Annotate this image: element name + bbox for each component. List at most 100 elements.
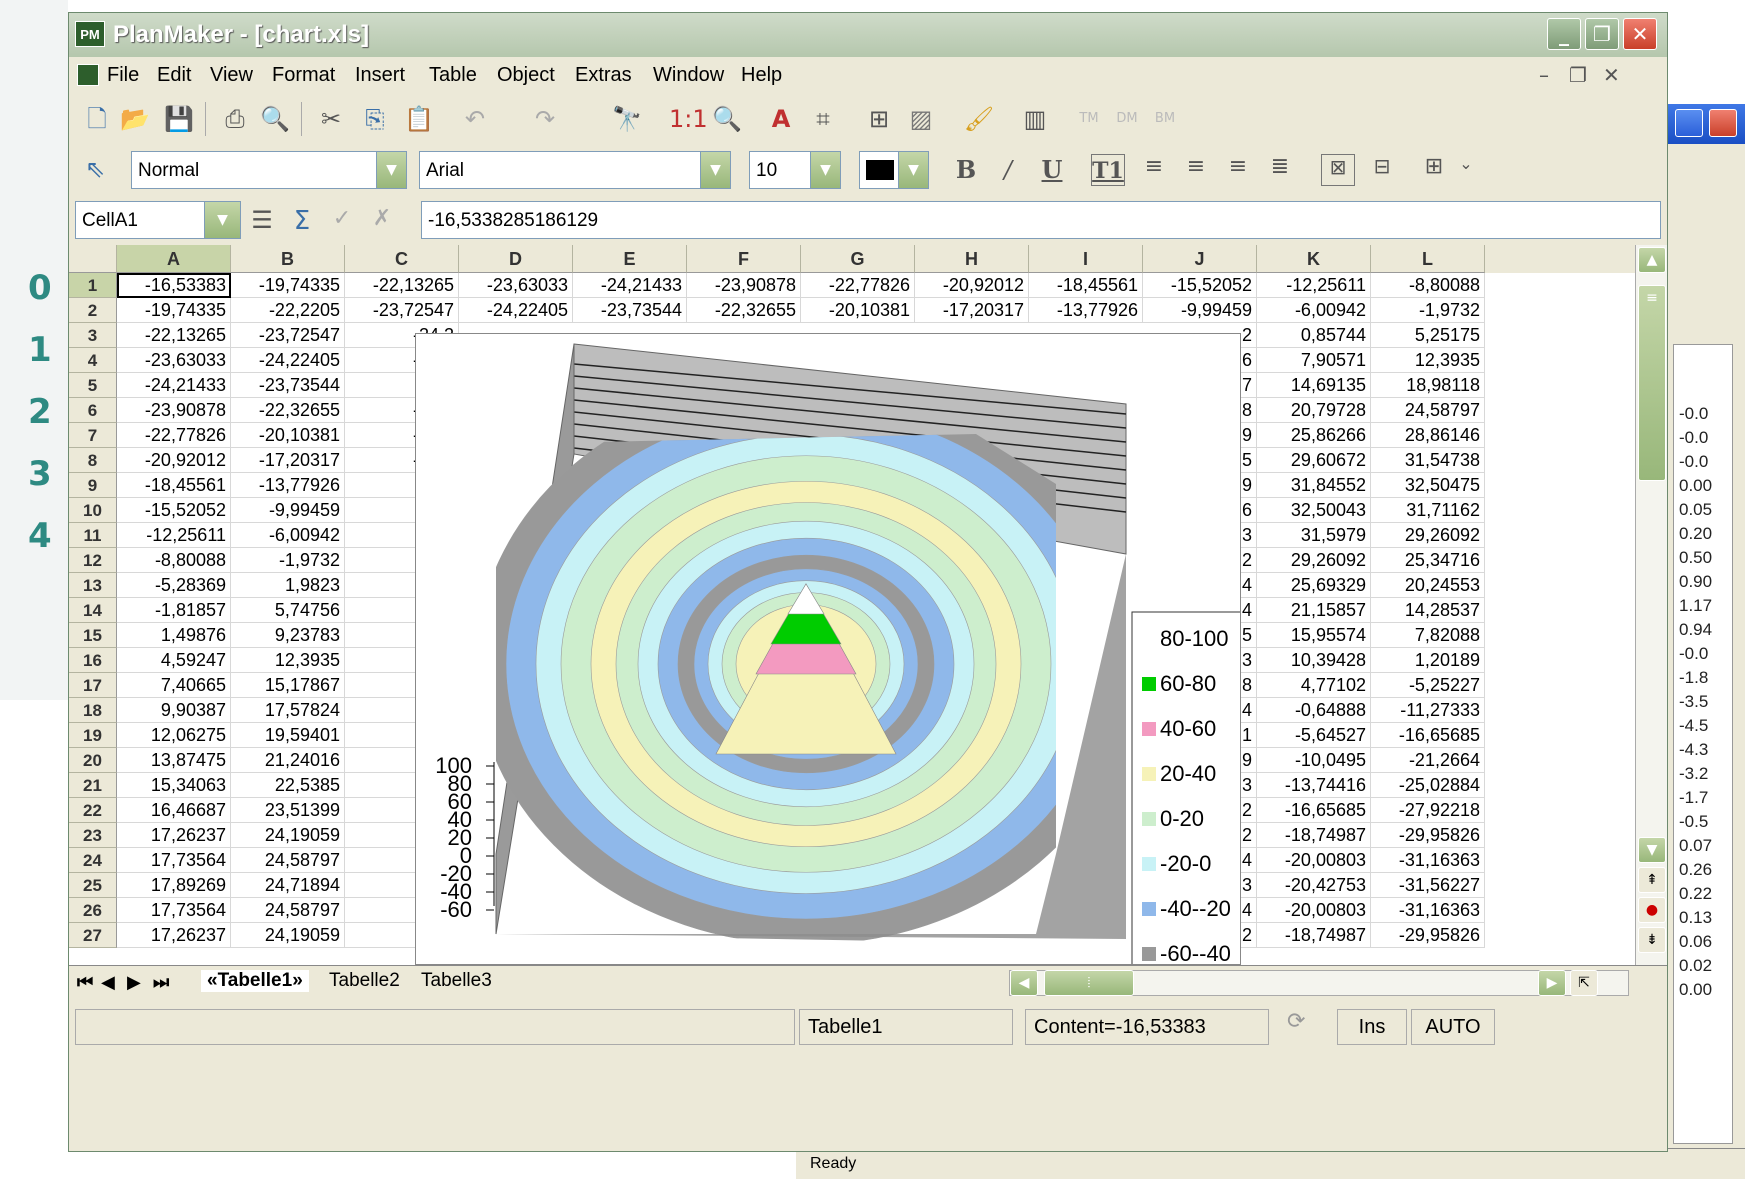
- align-left-icon[interactable]: ≡: [1144, 154, 1164, 179]
- cell[interactable]: 4,77102: [1257, 673, 1371, 698]
- cell[interactable]: 1,20189: [1371, 648, 1485, 673]
- cell[interactable]: -22,77826: [117, 423, 231, 448]
- chevron-down-icon[interactable]: ▼: [204, 202, 240, 238]
- tab-tabelle2[interactable]: Tabelle2: [329, 970, 400, 991]
- cell[interactable]: -24,21433: [573, 273, 687, 298]
- surface-chart[interactable]: 100 80 60 40 20 0 -20 -40 -60 80-100 60-80 40-60 20…: [415, 333, 1241, 965]
- column-header-c[interactable]: C: [345, 245, 459, 273]
- cell[interactable]: -9,99459: [1143, 298, 1257, 323]
- new-file-icon[interactable]: 🗋: [87, 105, 107, 133]
- chevron-down-icon[interactable]: ▼: [700, 152, 730, 188]
- grid-icon[interactable]: ⊞: [868, 105, 890, 133]
- cell[interactable]: 14,28537: [1371, 598, 1485, 623]
- tab-tabelle1[interactable]: «Tabelle1»: [201, 970, 309, 992]
- bold-icon[interactable]: B: [955, 155, 977, 184]
- cell[interactable]: 22,5385: [231, 773, 345, 798]
- cell[interactable]: -23,90878: [117, 398, 231, 423]
- cell[interactable]: -20,10381: [801, 298, 915, 323]
- cell[interactable]: -31,16363: [1371, 848, 1485, 873]
- cell[interactable]: -13,77926: [1029, 298, 1143, 323]
- cell[interactable]: -23,63033: [459, 273, 573, 298]
- save-icon[interactable]: 💾: [164, 105, 194, 133]
- cell[interactable]: 21,24016: [231, 748, 345, 773]
- cell[interactable]: 13,87475: [117, 748, 231, 773]
- italic-icon[interactable]: /: [1003, 156, 1013, 184]
- cell[interactable]: -18,45561: [117, 473, 231, 498]
- menu-extras[interactable]: Extras: [575, 64, 632, 86]
- row-header-8[interactable]: 8: [69, 448, 117, 473]
- cell[interactable]: 14,69135: [1257, 373, 1371, 398]
- cell[interactable]: 12,06275: [117, 723, 231, 748]
- cell[interactable]: -5,64527: [1257, 723, 1371, 748]
- row-header-20[interactable]: 20: [69, 748, 117, 773]
- cell[interactable]: 1,49876: [117, 623, 231, 648]
- cell[interactable]: -13,74416: [1257, 773, 1371, 798]
- column-header-a[interactable]: A: [117, 245, 231, 273]
- cell[interactable]: 12,3935: [1371, 348, 1485, 373]
- cell[interactable]: 31,5979: [1257, 523, 1371, 548]
- row-header-9[interactable]: 9: [69, 473, 117, 498]
- underline-icon[interactable]: U: [1041, 155, 1063, 184]
- cell[interactable]: -31,56227: [1371, 873, 1485, 898]
- cell[interactable]: -16,53383: [117, 273, 231, 298]
- cell[interactable]: 15,34063: [117, 773, 231, 798]
- horizontal-scrollbar[interactable]: ◀ ⦙ ▶ ⇱: [1009, 970, 1629, 996]
- superscript-icon[interactable]: T1: [1091, 154, 1125, 186]
- cell[interactable]: 10,39428: [1257, 648, 1371, 673]
- cell[interactable]: -23,72547: [345, 298, 459, 323]
- copy-icon[interactable]: ⎘: [365, 105, 385, 133]
- cell[interactable]: 5,25175: [1371, 323, 1485, 348]
- print-preview-icon[interactable]: 🔍: [260, 105, 290, 133]
- menu-edit[interactable]: Edit: [157, 64, 192, 86]
- cell[interactable]: 24,19059: [231, 923, 345, 948]
- cell[interactable]: 12,3935: [231, 648, 345, 673]
- cell[interactable]: -22,77826: [801, 273, 915, 298]
- doc-close-icon[interactable]: ✕: [1603, 63, 1620, 87]
- zoom-icon[interactable]: 🔍: [712, 105, 742, 133]
- cell[interactable]: -23,63033: [117, 348, 231, 373]
- row-header-6[interactable]: 6: [69, 398, 117, 423]
- cell[interactable]: 32,50043: [1257, 498, 1371, 523]
- column-header-k[interactable]: K: [1257, 245, 1371, 273]
- cell[interactable]: -23,73544: [231, 373, 345, 398]
- cell[interactable]: 25,69329: [1257, 573, 1371, 598]
- column-header-l[interactable]: L: [1371, 245, 1485, 273]
- row-header-7[interactable]: 7: [69, 423, 117, 448]
- cell[interactable]: 28,86146: [1371, 423, 1485, 448]
- align-right-icon[interactable]: ≡: [1228, 154, 1248, 179]
- crop-icon[interactable]: ⌗: [816, 105, 830, 133]
- row-header-24[interactable]: 24: [69, 848, 117, 873]
- column-header-f[interactable]: F: [687, 245, 801, 273]
- cell[interactable]: -24,22405: [459, 298, 573, 323]
- cell[interactable]: -1,81857: [117, 598, 231, 623]
- cell[interactable]: -22,32655: [687, 298, 801, 323]
- menu-file[interactable]: File: [107, 64, 140, 86]
- merge-cells-icon[interactable]: ⊠: [1321, 154, 1355, 186]
- cell[interactable]: 7,90571: [1257, 348, 1371, 373]
- cell[interactable]: 17,26237: [117, 923, 231, 948]
- last-sheet-icon[interactable]: ⏭: [153, 972, 170, 993]
- cell[interactable]: -25,02884: [1371, 773, 1485, 798]
- cell[interactable]: -19,74335: [117, 298, 231, 323]
- cell[interactable]: -0,64888: [1257, 698, 1371, 723]
- redo-icon[interactable]: ↷: [534, 105, 556, 133]
- cell[interactable]: 17,57824: [231, 698, 345, 723]
- prev-sheet-icon[interactable]: ◀: [101, 972, 115, 993]
- scroll-thumb[interactable]: ≡: [1638, 285, 1666, 481]
- cell[interactable]: -1,9732: [231, 548, 345, 573]
- cell[interactable]: -22,2205: [231, 298, 345, 323]
- cell[interactable]: -24,22405: [231, 348, 345, 373]
- row-header-17[interactable]: 17: [69, 673, 117, 698]
- cell[interactable]: 17,73564: [117, 898, 231, 923]
- borders-icon[interactable]: ⊞: [1424, 154, 1444, 179]
- shading-icon[interactable]: ▨: [909, 105, 933, 133]
- status-ins[interactable]: Ins: [1337, 1009, 1407, 1045]
- bm-icon[interactable]: BM: [1154, 111, 1176, 126]
- accept-formula-icon[interactable]: ✓: [332, 206, 352, 231]
- menu-window[interactable]: Window: [653, 64, 725, 86]
- align-center-icon[interactable]: ≡: [1186, 154, 1206, 179]
- borders-dropdown-icon[interactable]: ⌄: [1459, 154, 1473, 173]
- cell[interactable]: -20,42753: [1257, 873, 1371, 898]
- row-header-16[interactable]: 16: [69, 648, 117, 673]
- minimize-button[interactable]: _: [1547, 18, 1581, 50]
